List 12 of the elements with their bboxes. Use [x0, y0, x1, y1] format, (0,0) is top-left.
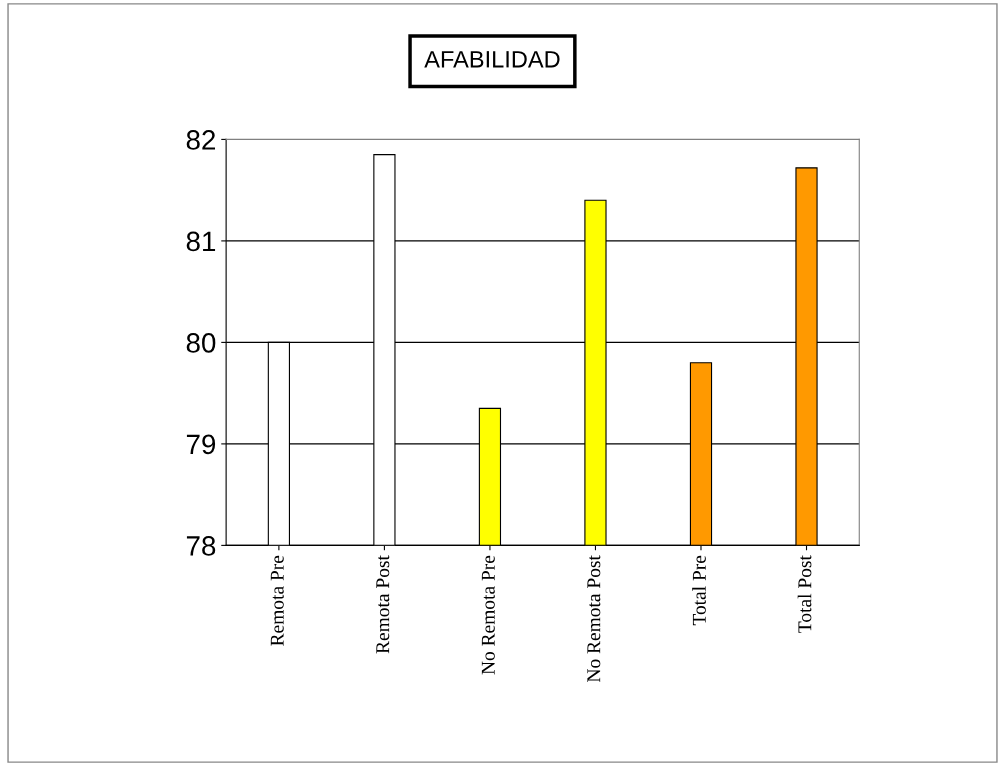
x-tick-label: No Remota Pre — [481, 555, 495, 675]
y-tick-label: 82 — [186, 130, 216, 150]
x-tick-label: Total Pre — [692, 555, 706, 626]
y-tick-label: 81 — [186, 231, 216, 252]
x-tick-label: No Remota Post — [587, 555, 601, 683]
x-tick-label: Total Post — [797, 555, 812, 633]
y-tick-label: 78 — [186, 536, 216, 556]
y-tick-label: 79 — [186, 434, 216, 455]
chart-title: AFABILIDAD — [424, 51, 560, 68]
x-tick-label: Remota Post — [376, 555, 390, 654]
x-tick-label: Remota Pre — [270, 555, 284, 646]
y-tick-label: 80 — [186, 333, 216, 353]
